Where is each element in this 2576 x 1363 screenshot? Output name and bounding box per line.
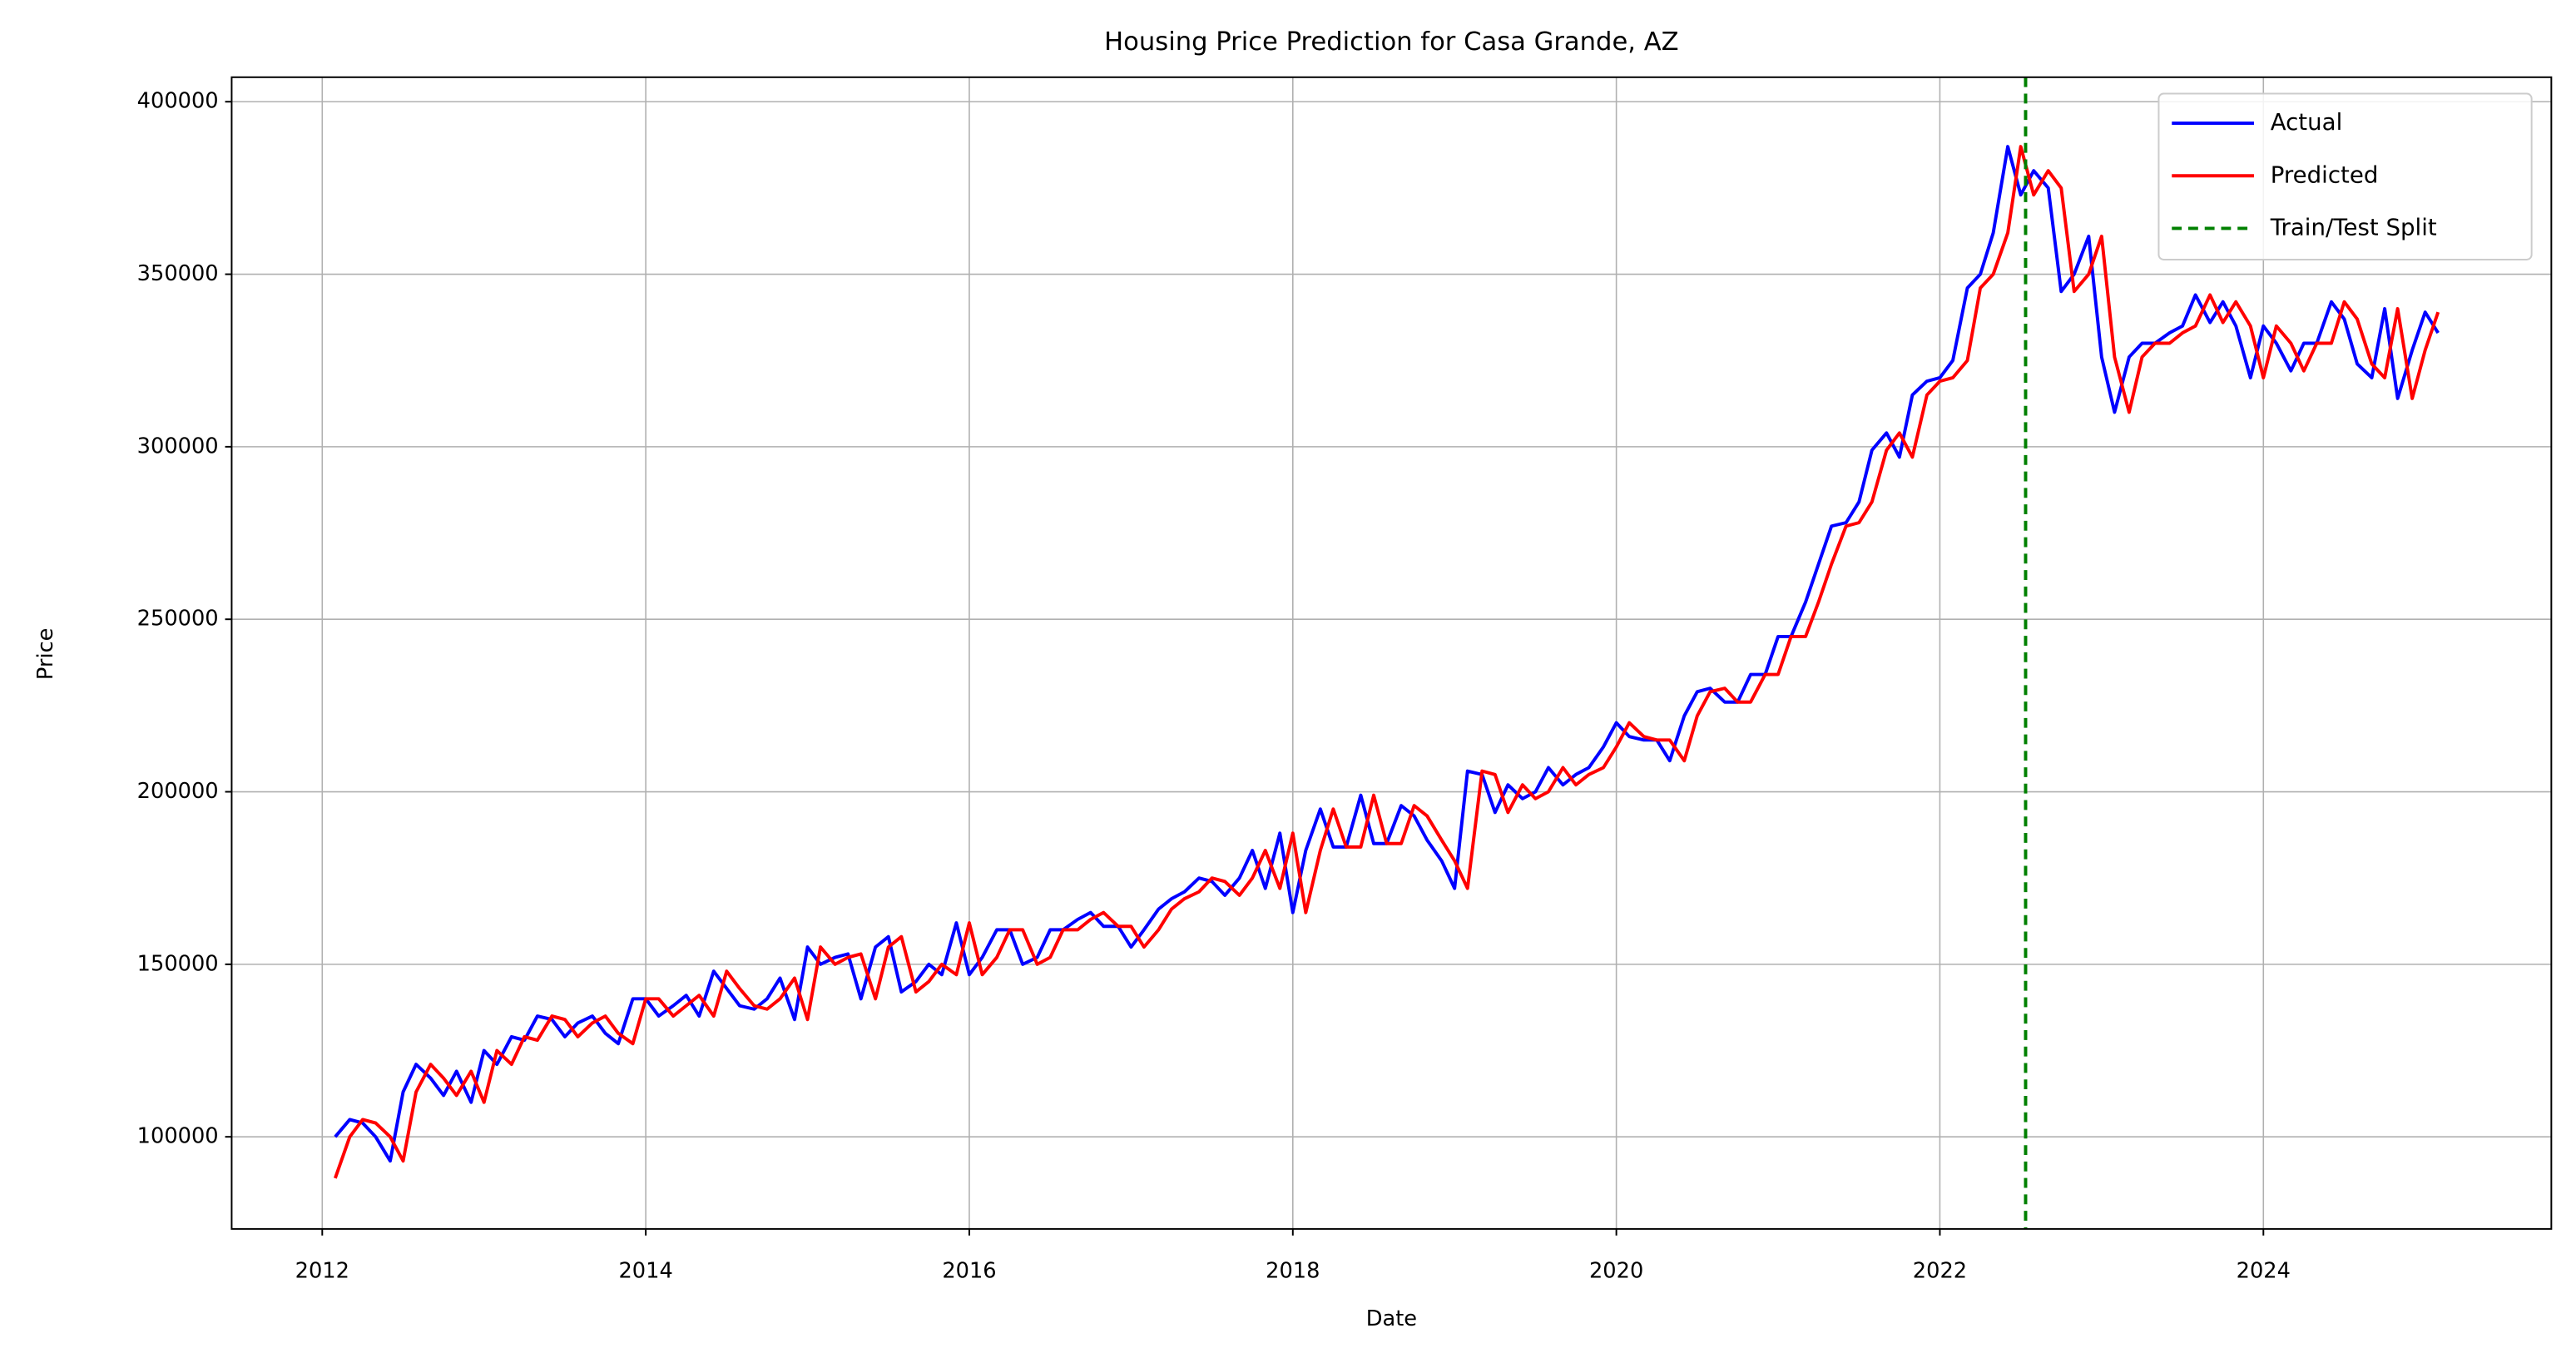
y-axis-label: Price	[33, 628, 58, 681]
y-tick-label: 300000	[137, 434, 219, 458]
axes-frame	[230, 76, 2553, 1230]
y-tick-label: 350000	[137, 261, 219, 286]
x-tick-label: 2022	[1913, 1259, 1967, 1284]
legend-label: Actual	[2271, 108, 2343, 136]
x-tick-label: 2018	[1266, 1259, 1320, 1284]
legend-label: Train/Test Split	[2270, 213, 2437, 240]
y-tick-label: 250000	[137, 607, 219, 632]
x-tick-label: 2012	[295, 1259, 349, 1284]
legend-label: Predicted	[2271, 161, 2379, 188]
x-tick-label: 2016	[942, 1259, 996, 1284]
x-tick-label: 2024	[2237, 1259, 2291, 1284]
x-tick-label: 2014	[618, 1259, 672, 1284]
x-tick-label: 2020	[1589, 1259, 1643, 1284]
x-axis-label: Date	[1366, 1306, 1417, 1331]
y-tick-label: 150000	[137, 951, 219, 976]
legend-box	[2157, 92, 2533, 260]
chart-title: Housing Price Prediction for Casa Grande…	[1104, 27, 1678, 57]
y-tick-label: 100000	[137, 1124, 219, 1149]
data-line	[333, 145, 2440, 1179]
y-tick-label: 400000	[137, 89, 219, 114]
y-tick-label: 200000	[137, 779, 219, 804]
